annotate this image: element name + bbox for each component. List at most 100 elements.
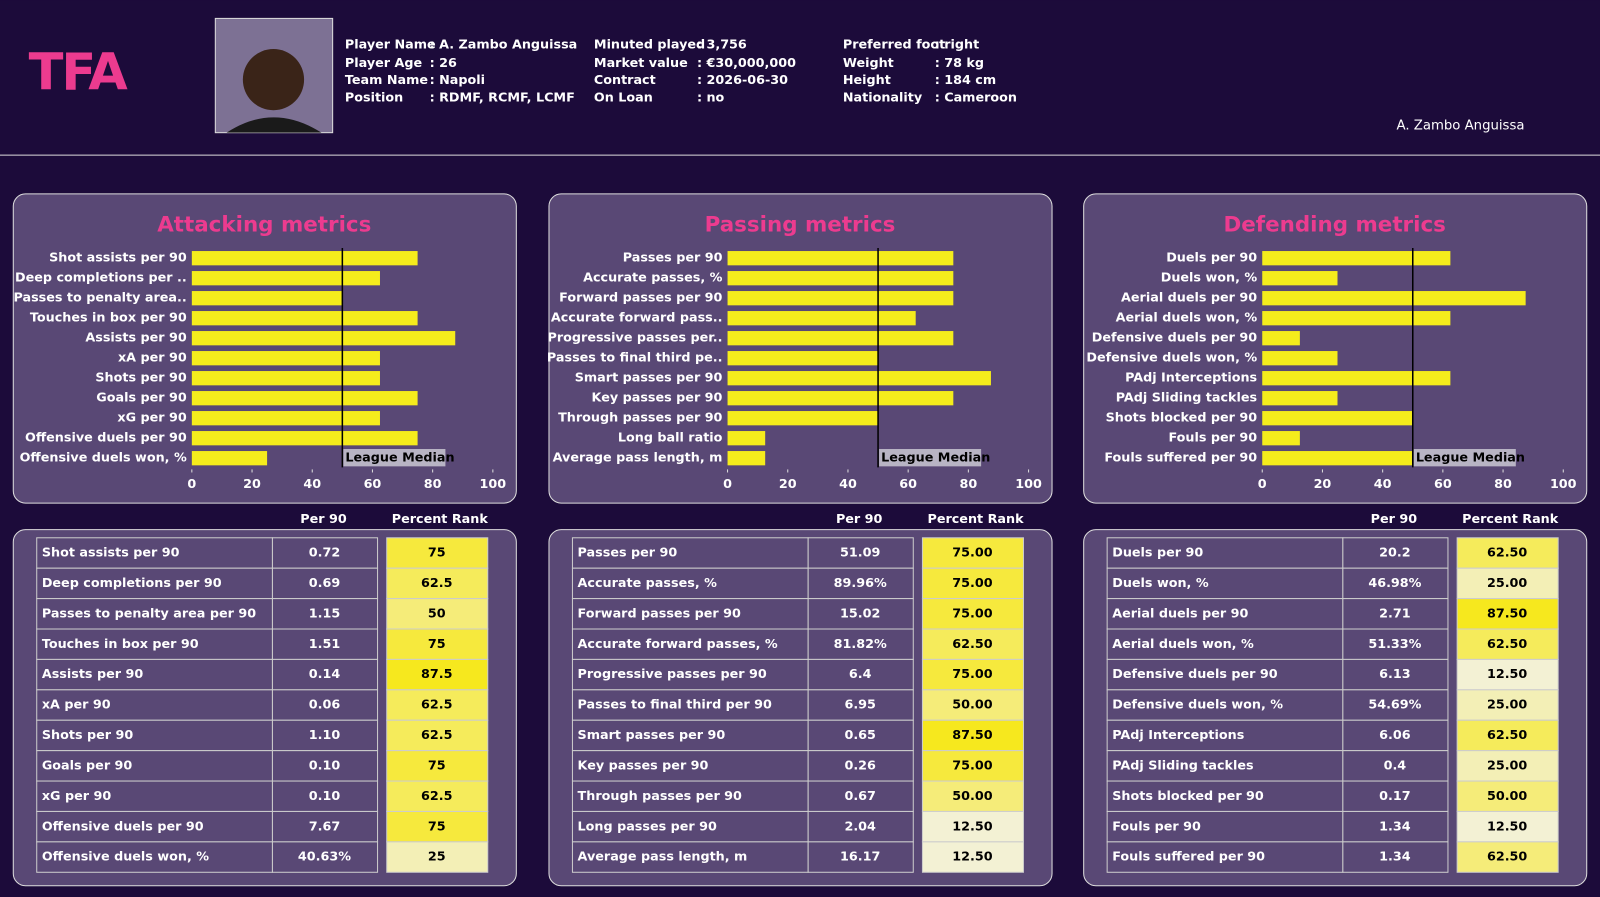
value-cell: [807, 537, 914, 569]
per90-value: 0.69: [309, 576, 341, 591]
metric-name: Fouls per 90: [1112, 819, 1201, 834]
value-cell: [1342, 537, 1449, 569]
info-label: Weight: [843, 56, 894, 71]
info-label: Market value: [594, 56, 688, 71]
rank-cell: [921, 658, 1024, 691]
info-value: : right: [935, 37, 980, 52]
info-value: : 2026-06-30: [697, 73, 788, 88]
value-cell: [807, 810, 914, 843]
metric-name: Touches in box per 90: [42, 637, 199, 652]
per90-value: 51.33%: [1368, 637, 1421, 652]
value-cell: [271, 598, 379, 630]
percent-rank: 75.00: [952, 758, 992, 773]
value-cell: [1342, 810, 1449, 843]
metric-name: Duels per 90: [1112, 546, 1203, 561]
info-value: : RDMF, RCMF, LCMF: [430, 90, 575, 105]
column-header: Per 90: [836, 512, 883, 527]
percent-rank: 50.00: [952, 789, 992, 804]
metric-name: Forward passes per 90: [578, 606, 741, 621]
metric-name: Shot assists per 90: [42, 546, 180, 561]
name-cell: [1106, 841, 1344, 873]
rank-cell: [386, 658, 489, 691]
y-tick-label: Defensive duels won, %: [1086, 351, 1257, 366]
per90-value: 0.10: [309, 789, 341, 804]
metric-name: Shots blocked per 90: [1112, 789, 1264, 804]
chart-panel: [12, 193, 517, 504]
rank-cell: [1456, 841, 1559, 873]
rank-cell: [921, 567, 1024, 600]
percent-rank: 62.5: [421, 698, 452, 713]
per90-value: 6.95: [844, 698, 875, 713]
y-tick-label: Shot assists per 90: [49, 251, 187, 266]
info-label: Contract: [594, 73, 656, 88]
bar: [727, 451, 766, 466]
per90-value: 0.10: [309, 758, 341, 773]
value-cell: [807, 567, 914, 600]
info-value: : no: [697, 90, 725, 105]
column-header: Percent Rank: [392, 512, 489, 527]
chart-title: Defending metrics: [1223, 213, 1445, 238]
percent-rank: 12.50: [1487, 819, 1527, 834]
bar: [727, 351, 879, 366]
bar: [1262, 291, 1526, 306]
value-cell: [1342, 841, 1449, 873]
rank-cell: [1456, 628, 1559, 660]
bar: [727, 291, 954, 306]
name-cell: [36, 537, 273, 569]
bar: [1262, 351, 1338, 366]
x-tick-label: 20: [779, 477, 797, 492]
metric-name: Deep completions per 90: [42, 576, 222, 591]
y-tick-label: PAdj Interceptions: [1125, 371, 1257, 386]
metric-name: Defensive duels won, %: [1112, 698, 1283, 713]
bar: [1262, 391, 1338, 406]
x-tick-label: 0: [1258, 477, 1267, 492]
bar: [191, 431, 418, 446]
metric-name: xA per 90: [42, 698, 111, 713]
x-tick-label: 20: [243, 477, 261, 492]
per90-value: 16.17: [840, 850, 880, 865]
metric-name: Accurate forward passes, %: [578, 637, 778, 652]
per90-value: 15.02: [840, 606, 880, 621]
chart-title: Passing metrics: [705, 213, 896, 238]
y-tick-label: Aerial duels won, %: [1116, 311, 1258, 326]
y-tick-label: Duels won, %: [1161, 271, 1258, 286]
metric-name: PAdj Sliding tackles: [1112, 758, 1253, 773]
x-tick-label: 0: [187, 477, 196, 492]
info-label: On Loan: [594, 90, 653, 105]
name-cell: [1106, 598, 1344, 630]
x-tick-label: 40: [303, 477, 321, 492]
metric-name: Assists per 90: [42, 667, 143, 682]
y-tick-label: Aerial duels per 90: [1121, 291, 1257, 306]
x-tick-label: 60: [899, 477, 917, 492]
bar: [1262, 271, 1338, 286]
chart-title: Attacking metrics: [157, 213, 371, 238]
value-cell: [271, 719, 379, 752]
metric-name: Through passes per 90: [578, 789, 742, 804]
value-cell: [271, 810, 379, 843]
y-tick-label: Offensive duels won, %: [20, 451, 187, 466]
value-cell: [807, 780, 914, 812]
rank-cell: [921, 537, 1024, 569]
percent-rank: 62.50: [1487, 546, 1527, 561]
median-label-box: [1413, 449, 1516, 467]
per90-value: 1.10: [309, 728, 341, 743]
value-cell: [807, 841, 914, 873]
bar: [727, 331, 954, 346]
x-tick-label: 100: [1015, 477, 1042, 492]
info-label: Preferred foot: [843, 37, 945, 52]
info-label: Height: [843, 73, 891, 88]
percent-rank: 87.50: [1487, 606, 1527, 621]
name-cell: [36, 598, 273, 630]
y-tick-label: Defensive duels per 90: [1092, 331, 1257, 346]
per90-value: 1.15: [309, 606, 340, 621]
bar: [1262, 431, 1300, 446]
metric-name: Goals per 90: [42, 758, 133, 773]
y-tick-label: Shots per 90: [95, 371, 187, 386]
per90-value: 0.72: [309, 546, 340, 561]
y-tick-label: Passes to penalty area..: [13, 291, 186, 306]
per90-value: 0.06: [309, 698, 341, 713]
per90-value: 6.4: [849, 667, 872, 682]
per90-value: 0.67: [844, 789, 875, 804]
per90-value: 0.4: [1384, 758, 1407, 773]
rank-cell: [921, 810, 1024, 843]
